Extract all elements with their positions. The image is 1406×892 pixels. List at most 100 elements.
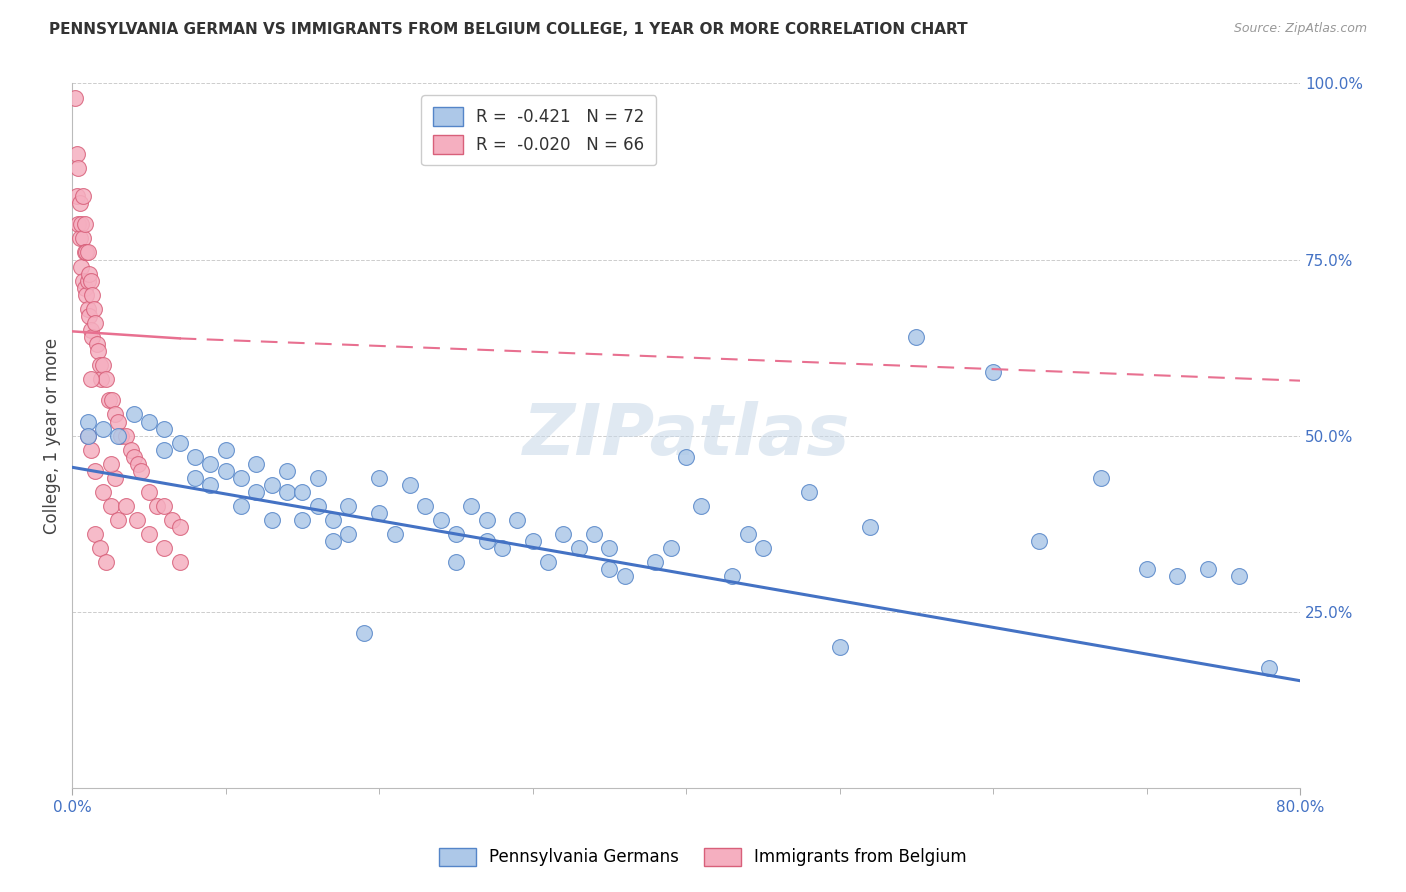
Point bbox=[91, 421, 114, 435]
Point bbox=[138, 527, 160, 541]
Point bbox=[353, 625, 375, 640]
Point bbox=[215, 464, 238, 478]
Point bbox=[110, 428, 132, 442]
Point bbox=[307, 499, 329, 513]
Point bbox=[82, 330, 104, 344]
Point bbox=[905, 330, 928, 344]
Point bbox=[752, 541, 775, 556]
Point bbox=[84, 464, 107, 478]
Point bbox=[797, 485, 820, 500]
Point bbox=[138, 485, 160, 500]
Point bbox=[153, 442, 176, 457]
Point bbox=[125, 513, 148, 527]
Point bbox=[553, 527, 575, 541]
Point bbox=[475, 513, 498, 527]
Point bbox=[384, 527, 406, 541]
Point bbox=[399, 478, 422, 492]
Legend: R =  -0.421   N = 72, R =  -0.020   N = 66: R = -0.421 N = 72, R = -0.020 N = 66 bbox=[422, 95, 657, 165]
Point bbox=[690, 499, 713, 513]
Point bbox=[94, 372, 117, 386]
Point bbox=[1166, 569, 1188, 583]
Point bbox=[859, 520, 882, 534]
Point bbox=[76, 245, 98, 260]
Point bbox=[89, 541, 111, 556]
Y-axis label: College, 1 year or more: College, 1 year or more bbox=[44, 337, 60, 533]
Point bbox=[245, 485, 267, 500]
Point bbox=[413, 499, 436, 513]
Point bbox=[659, 541, 682, 556]
Point bbox=[72, 189, 94, 203]
Point bbox=[260, 513, 283, 527]
Text: ZIPatlas: ZIPatlas bbox=[523, 401, 849, 470]
Point bbox=[107, 513, 129, 527]
Point bbox=[153, 541, 176, 556]
Point bbox=[84, 316, 107, 330]
Point bbox=[475, 534, 498, 549]
Point bbox=[100, 499, 122, 513]
Point bbox=[89, 358, 111, 372]
Point bbox=[169, 555, 191, 569]
Point bbox=[828, 640, 851, 654]
Point bbox=[245, 457, 267, 471]
Point bbox=[127, 457, 149, 471]
Point bbox=[160, 513, 183, 527]
Point bbox=[229, 471, 252, 485]
Point bbox=[337, 499, 360, 513]
Point bbox=[72, 231, 94, 245]
Point bbox=[1090, 471, 1112, 485]
Point bbox=[307, 471, 329, 485]
Point bbox=[537, 555, 560, 569]
Point bbox=[67, 161, 90, 175]
Point bbox=[100, 457, 122, 471]
Point bbox=[1258, 661, 1281, 675]
Point bbox=[107, 415, 129, 429]
Point bbox=[276, 485, 298, 500]
Point bbox=[200, 478, 222, 492]
Point bbox=[72, 274, 94, 288]
Point bbox=[200, 457, 222, 471]
Point bbox=[87, 344, 110, 359]
Point bbox=[169, 520, 191, 534]
Point bbox=[153, 421, 176, 435]
Point bbox=[675, 450, 697, 464]
Point bbox=[460, 499, 482, 513]
Point bbox=[76, 301, 98, 316]
Point bbox=[66, 189, 89, 203]
Point bbox=[83, 301, 105, 316]
Text: Source: ZipAtlas.com: Source: ZipAtlas.com bbox=[1233, 22, 1367, 36]
Point bbox=[76, 274, 98, 288]
Point bbox=[73, 217, 96, 231]
Point bbox=[65, 90, 87, 104]
Point bbox=[107, 428, 129, 442]
Point bbox=[644, 555, 666, 569]
Point bbox=[122, 408, 145, 422]
Point bbox=[276, 464, 298, 478]
Point bbox=[138, 415, 160, 429]
Point bbox=[169, 435, 191, 450]
Point bbox=[491, 541, 513, 556]
Point bbox=[322, 534, 344, 549]
Point bbox=[737, 527, 759, 541]
Point bbox=[79, 323, 101, 337]
Point bbox=[613, 569, 636, 583]
Point bbox=[75, 245, 97, 260]
Point bbox=[721, 569, 744, 583]
Point bbox=[1028, 534, 1050, 549]
Point bbox=[101, 393, 124, 408]
Point bbox=[91, 358, 114, 372]
Point bbox=[79, 274, 101, 288]
Point bbox=[75, 287, 97, 301]
Point bbox=[91, 485, 114, 500]
Point bbox=[73, 281, 96, 295]
Point bbox=[368, 471, 391, 485]
Point bbox=[583, 527, 606, 541]
Point bbox=[115, 428, 138, 442]
Point bbox=[322, 513, 344, 527]
Point bbox=[153, 499, 176, 513]
Point bbox=[82, 287, 104, 301]
Point bbox=[522, 534, 544, 549]
Point bbox=[444, 555, 467, 569]
Point bbox=[1135, 562, 1157, 576]
Point bbox=[291, 513, 314, 527]
Point bbox=[76, 428, 98, 442]
